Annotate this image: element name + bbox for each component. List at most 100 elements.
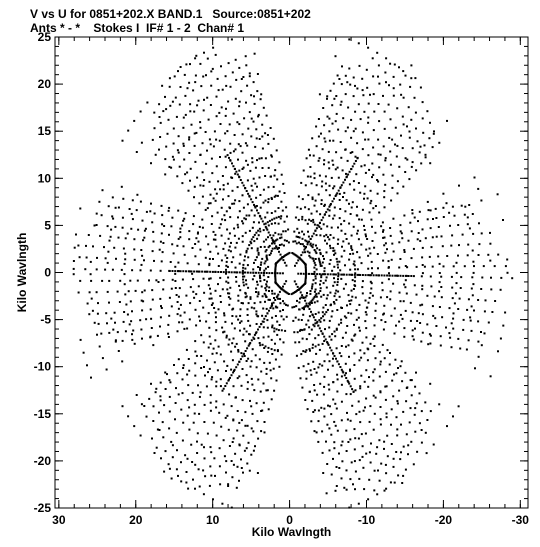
uv-point (375, 452, 378, 455)
uv-point (190, 443, 193, 446)
uv-point (368, 274, 371, 277)
uv-point (235, 342, 238, 345)
uv-point (211, 270, 214, 273)
uv-point (335, 95, 338, 97)
uv-point (415, 265, 418, 268)
uv-point (101, 279, 104, 282)
uv-point (264, 132, 267, 135)
uv-point (210, 84, 213, 87)
uv-point (257, 115, 260, 118)
uv-point (146, 101, 149, 104)
uv-point (167, 336, 170, 338)
uv-point (175, 468, 178, 471)
uv-point (389, 163, 392, 166)
uv-point (343, 315, 346, 318)
uv-point (257, 266, 260, 268)
uv-point (189, 179, 191, 182)
uv-point (296, 331, 299, 334)
uv-point (342, 273, 345, 276)
uv-point (320, 274, 323, 277)
uv-point (324, 279, 327, 282)
uv-point (318, 259, 321, 262)
uv-point (372, 207, 375, 210)
uv-point (95, 224, 98, 226)
uv-point (336, 378, 339, 381)
uv-point (148, 279, 150, 282)
uv-point (301, 307, 304, 310)
uv-point (193, 132, 196, 135)
uv-point (261, 123, 264, 126)
uv-point (301, 251, 304, 254)
uv-point (371, 294, 374, 297)
uv-point (354, 110, 357, 113)
uv-point (214, 311, 217, 314)
uv-point (293, 305, 296, 308)
uv-point (191, 461, 194, 463)
uv-point (185, 294, 188, 297)
uv-point (194, 340, 197, 343)
uv-point (365, 397, 368, 400)
uv-point (317, 257, 320, 260)
uv-point (395, 324, 397, 327)
uv-point (371, 176, 373, 179)
uv-point (348, 67, 351, 70)
uv-point (228, 445, 231, 447)
uv-point (105, 368, 108, 371)
uv-point (162, 242, 165, 244)
uv-point (347, 242, 350, 245)
uv-point (309, 349, 311, 352)
uv-point (114, 225, 117, 228)
uv-point (374, 317, 377, 320)
uv-point (255, 137, 258, 140)
uv-point (228, 245, 231, 248)
uv-point (266, 228, 269, 231)
uv-point (250, 198, 253, 201)
uv-point (250, 135, 253, 138)
uv-point (168, 296, 171, 299)
uv-point (328, 194, 331, 197)
uv-point (379, 406, 382, 408)
uv-point (157, 281, 160, 283)
uv-point (139, 319, 142, 322)
uv-point (303, 328, 306, 331)
uv-point (252, 336, 255, 339)
uv-point (209, 465, 212, 468)
uv-point (325, 297, 328, 300)
uv-point (378, 479, 381, 482)
uv-point (106, 322, 108, 325)
y-tick-label: -5 (40, 313, 51, 327)
uv-point (265, 238, 268, 241)
uv-point (367, 102, 370, 105)
uv-point (132, 329, 135, 332)
uv-point (224, 132, 227, 135)
x-axis: 30 20 10 0 -10 -20 -30 (52, 37, 529, 527)
uv-point (348, 258, 351, 261)
uv-point (347, 173, 350, 176)
uv-point (239, 358, 242, 361)
uv-point (193, 185, 196, 188)
uv-point (242, 184, 245, 187)
uv-point (354, 488, 356, 491)
uv-point (191, 272, 194, 275)
uv-point (227, 276, 230, 279)
uv-point (271, 324, 274, 327)
uv-point (458, 297, 461, 300)
uv-point (330, 226, 333, 229)
uv-point (340, 83, 343, 86)
uv-point (245, 214, 248, 217)
uv-point (365, 313, 368, 316)
uv-point (274, 231, 277, 234)
uv-point (311, 196, 314, 199)
uv-point (402, 474, 405, 477)
uv-point (424, 401, 427, 404)
uv-point (193, 403, 196, 406)
uv-point (304, 275, 307, 278)
uv-point (164, 450, 167, 453)
uv-point (171, 270, 174, 272)
uv-point (424, 153, 427, 156)
uv-point (313, 301, 316, 304)
uv-point (255, 256, 258, 259)
uv-point (163, 225, 166, 227)
uv-point (267, 166, 270, 169)
uv-point (262, 201, 265, 204)
